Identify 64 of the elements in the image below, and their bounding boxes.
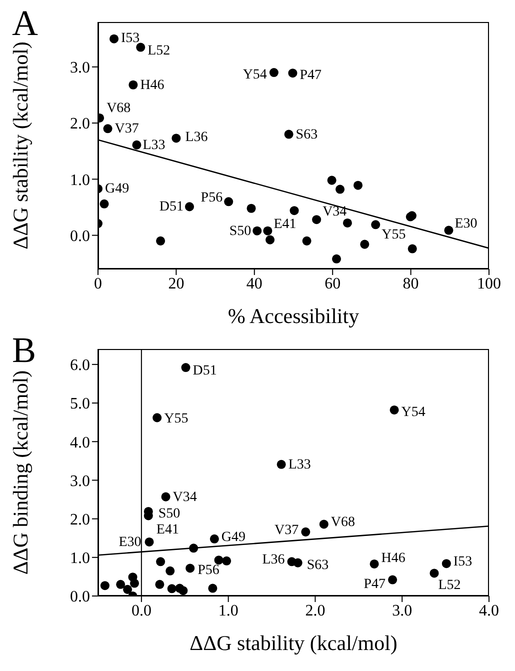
annotation: L36: [185, 130, 208, 146]
annotation: G49: [105, 182, 130, 197]
x-tick-label: 1.0: [218, 602, 238, 620]
x-tick-label: 80: [402, 275, 419, 292]
annotation: L52: [438, 578, 461, 594]
annotation: I53: [453, 554, 472, 570]
annotation: S50: [229, 224, 252, 239]
y-tick-label: 5.0: [70, 396, 90, 413]
annotation: L33: [288, 457, 311, 472]
y-tick-label: 2.0: [70, 116, 90, 133]
annotation: Y55: [164, 412, 188, 427]
annotation: P47: [300, 68, 322, 84]
chart-title: A: [12, 2, 38, 43]
chart-title: B: [12, 329, 36, 371]
annotation: V68: [106, 100, 131, 116]
annotation: I53: [121, 30, 140, 46]
annotation: P56: [198, 563, 220, 578]
annotation: S50: [158, 506, 180, 522]
annotation: L36: [262, 552, 285, 568]
y-tick-label: 1.0: [70, 550, 90, 568]
y-tick-label: 3.0: [70, 472, 90, 490]
annotation: H46: [140, 78, 164, 93]
y-tick-label: 0.0: [70, 228, 90, 245]
annotation: Y54: [401, 404, 426, 420]
annotation: Y55: [382, 228, 406, 243]
y-axis-title: ΔΔG binding (kcal/mol): [8, 370, 32, 575]
x-axis-title: % Accessibility: [228, 304, 360, 328]
x-tick-label: 0: [94, 275, 102, 292]
x-tick-label: 0.0: [131, 602, 152, 620]
x-axis-title: ΔΔG stability (kcal/mol): [190, 631, 398, 655]
annotation: G49: [221, 530, 246, 545]
annotation: V68: [330, 515, 356, 530]
x-tick-label: 3.0: [392, 602, 412, 620]
annotation: S63: [296, 127, 318, 142]
annotation: P56: [200, 190, 223, 206]
y-tick-label: 4.0: [70, 434, 90, 452]
annotation: V34: [172, 490, 197, 505]
x-tick-label: 2.0: [305, 602, 326, 620]
annotation: E30: [454, 216, 478, 232]
annotation: H46: [381, 550, 406, 566]
annotation: D51: [159, 200, 184, 215]
annotation: Y54: [242, 68, 267, 83]
annotation: V34: [322, 204, 347, 220]
x-tick-label: 4.0: [479, 602, 499, 620]
y-tick-label: 6.0: [70, 357, 90, 374]
annotation: D51: [192, 364, 217, 379]
y-tick-label: 2.0: [70, 511, 90, 528]
annotation: E41: [156, 522, 179, 538]
x-tick-label: 20: [168, 275, 184, 292]
y-tick-label: 1.0: [70, 172, 90, 189]
x-tick-label: 60: [324, 275, 341, 292]
annotation: E30: [118, 534, 142, 550]
x-tick-label: 40: [246, 275, 262, 292]
y-axis-title: ΔΔG stability (kcal/mol): [8, 42, 32, 250]
annotation: E41: [274, 216, 296, 232]
annotation: V37: [114, 122, 139, 137]
y-tick-label: 0.0: [70, 588, 90, 606]
annotation: V37: [274, 522, 299, 538]
annotation: L33: [142, 138, 166, 153]
y-tick-label: 3.0: [70, 60, 90, 77]
x-tick-label: 100: [477, 275, 501, 292]
annotation: S63: [306, 558, 329, 573]
annotation: P47: [364, 576, 386, 592]
annotation: L52: [148, 43, 170, 58]
